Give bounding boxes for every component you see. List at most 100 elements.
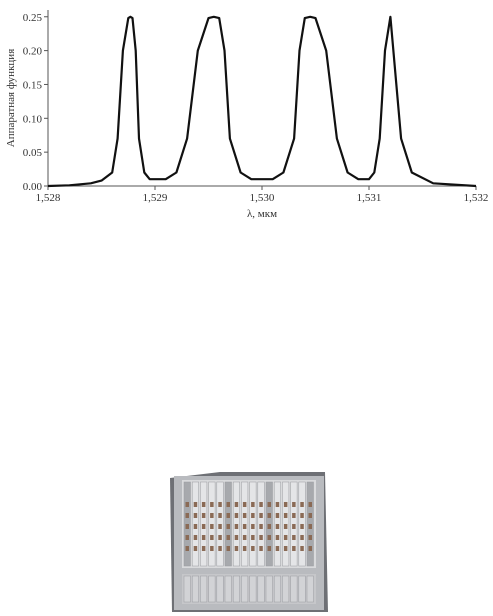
rack-port <box>185 502 189 507</box>
rack-port <box>267 535 271 540</box>
rack-port <box>275 535 280 540</box>
rack-port <box>292 502 296 507</box>
rack-module <box>208 575 216 603</box>
rack-port <box>259 535 263 540</box>
rack-port <box>210 502 214 507</box>
rack-port <box>242 502 247 507</box>
rack-port <box>193 513 198 518</box>
rack-port <box>275 513 280 518</box>
rack-module <box>232 575 240 603</box>
y-tick-label: 0.00 <box>23 181 43 193</box>
rack-port <box>283 546 288 551</box>
rack-module <box>191 575 199 603</box>
rack-port <box>201 546 206 551</box>
rack-port <box>300 524 304 529</box>
rack-port <box>218 513 222 518</box>
rack-port <box>226 546 230 551</box>
rack-module <box>298 575 306 603</box>
x-tick-label: 1,531 <box>357 192 382 204</box>
y-tick-label: 0.10 <box>23 113 43 125</box>
rack-port <box>201 524 206 529</box>
rack-module <box>273 575 281 603</box>
rack-module <box>249 575 257 603</box>
rack-port <box>210 535 214 540</box>
rack-port <box>210 546 214 551</box>
rack-module <box>216 575 224 603</box>
x-ticks: 1,528 1,529 1,530 1,531 1,532 <box>36 186 489 204</box>
rack-port <box>292 513 296 518</box>
rack-module <box>265 575 273 603</box>
rack-port <box>226 502 230 507</box>
y-ticks: 0.00 0.05 0.10 0.15 0.20 0.25 <box>23 12 48 193</box>
rack-port <box>185 546 189 551</box>
rack-port <box>308 546 312 551</box>
y-tick-label: 0.20 <box>23 46 43 58</box>
rack-port <box>251 535 255 540</box>
rack-port <box>218 502 222 507</box>
rack-port <box>300 502 304 507</box>
rack-lower-modules <box>183 575 314 603</box>
rack-module <box>200 575 208 603</box>
rack-port <box>267 502 271 507</box>
rack-port <box>210 513 214 518</box>
rack-port <box>283 513 288 518</box>
rack-port <box>251 513 255 518</box>
rack-port <box>201 513 206 518</box>
rack-module <box>183 575 191 603</box>
rack-port <box>308 502 312 507</box>
rack-module <box>306 575 314 603</box>
rack-port <box>242 546 247 551</box>
series-group <box>47 15 477 188</box>
rack-port <box>308 513 312 518</box>
rack-port <box>308 524 312 529</box>
rack-module <box>290 575 298 603</box>
rack-port <box>251 546 255 551</box>
rack-port <box>234 546 239 551</box>
rack-port <box>226 535 230 540</box>
rack-port <box>292 546 296 551</box>
y-tick-label: 0.15 <box>23 79 43 91</box>
rack-port <box>267 524 271 529</box>
rack-port <box>283 524 288 529</box>
rack-port <box>185 524 189 529</box>
rack-port <box>218 524 222 529</box>
telecom-equipment-rack-icon <box>170 472 328 612</box>
rack-port <box>193 502 198 507</box>
rack-port <box>308 535 312 540</box>
rack-port <box>259 513 263 518</box>
rack-module <box>257 575 265 603</box>
chart-axes <box>47 10 476 187</box>
rack-port <box>259 546 263 551</box>
rack-port <box>267 513 271 518</box>
rack-port <box>193 546 198 551</box>
rack-port <box>185 535 189 540</box>
x-axis-label: λ, мкм <box>247 208 277 220</box>
rack-port <box>218 546 222 551</box>
rack-port <box>275 502 280 507</box>
rack-port <box>242 535 247 540</box>
rack-module <box>282 575 290 603</box>
rack-port <box>292 535 296 540</box>
rack-port <box>185 513 189 518</box>
rack-port <box>267 546 271 551</box>
rack-port <box>283 535 288 540</box>
rack-cards <box>183 481 314 567</box>
rack-port <box>300 546 304 551</box>
rack-port <box>226 513 230 518</box>
rack-port <box>283 502 288 507</box>
x-tick-label: 1,528 <box>36 192 61 204</box>
rack-port <box>259 524 263 529</box>
chart: 0.00 0.05 0.10 0.15 0.20 0.25 1,528 1,529 1,530… <box>5 10 489 220</box>
rack-module <box>241 575 249 603</box>
rack-port <box>275 524 280 529</box>
x-tick-label: 1,532 <box>464 192 489 204</box>
rack-port <box>210 524 214 529</box>
rack-port <box>193 524 198 529</box>
rack-port <box>292 524 296 529</box>
rack-port <box>251 502 255 507</box>
rack-port <box>234 524 239 529</box>
y-tick-label: 0.05 <box>23 147 43 159</box>
rack-port <box>300 513 304 518</box>
rack-port <box>234 502 239 507</box>
rack-port <box>242 524 247 529</box>
